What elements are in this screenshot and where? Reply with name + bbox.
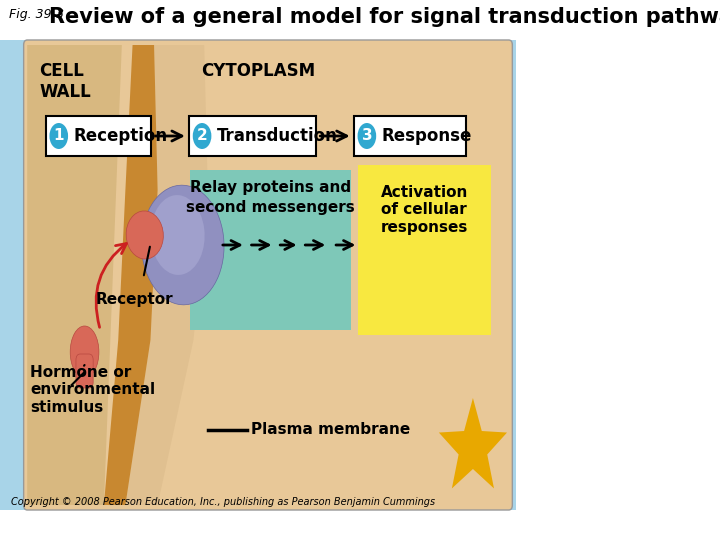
Text: Transduction: Transduction	[217, 127, 337, 145]
Polygon shape	[125, 45, 208, 505]
Ellipse shape	[126, 211, 163, 259]
Text: Hormone or
environmental
stimulus: Hormone or environmental stimulus	[30, 365, 156, 415]
FancyBboxPatch shape	[354, 116, 467, 156]
Circle shape	[358, 123, 376, 149]
Text: Review of a general model for signal transduction pathways: Review of a general model for signal tra…	[49, 7, 720, 27]
Circle shape	[50, 123, 68, 149]
FancyBboxPatch shape	[189, 116, 316, 156]
FancyBboxPatch shape	[24, 40, 513, 510]
Text: CYTOPLASM: CYTOPLASM	[201, 62, 315, 80]
Polygon shape	[439, 398, 507, 489]
Text: second messengers: second messengers	[186, 200, 355, 215]
Text: Response: Response	[381, 127, 472, 145]
Text: 2: 2	[197, 129, 207, 144]
Bar	[0, 40, 516, 510]
Text: Fig. 39-3: Fig. 39-3	[9, 8, 64, 21]
Ellipse shape	[150, 195, 204, 275]
Ellipse shape	[141, 185, 224, 305]
Text: Receptor: Receptor	[96, 292, 174, 307]
Text: CELL
WALL: CELL WALL	[40, 62, 91, 101]
Text: Plasma membrane: Plasma membrane	[251, 422, 410, 437]
FancyBboxPatch shape	[46, 116, 151, 156]
Text: 1: 1	[53, 129, 64, 144]
Text: Relay proteins and: Relay proteins and	[190, 180, 351, 195]
Polygon shape	[27, 45, 122, 505]
Bar	[190, 170, 351, 330]
Bar	[359, 165, 491, 335]
FancyBboxPatch shape	[76, 354, 93, 388]
Bar	[0, 0, 516, 40]
Circle shape	[193, 123, 212, 149]
Text: Activation
of cellular
responses: Activation of cellular responses	[380, 185, 468, 235]
Polygon shape	[104, 45, 158, 505]
Ellipse shape	[71, 326, 99, 378]
Text: 3: 3	[361, 129, 372, 144]
Text: Reception: Reception	[73, 127, 167, 145]
Text: Copyright © 2008 Pearson Education, Inc., publishing as Pearson Benjamin Cumming: Copyright © 2008 Pearson Education, Inc.…	[11, 497, 435, 507]
